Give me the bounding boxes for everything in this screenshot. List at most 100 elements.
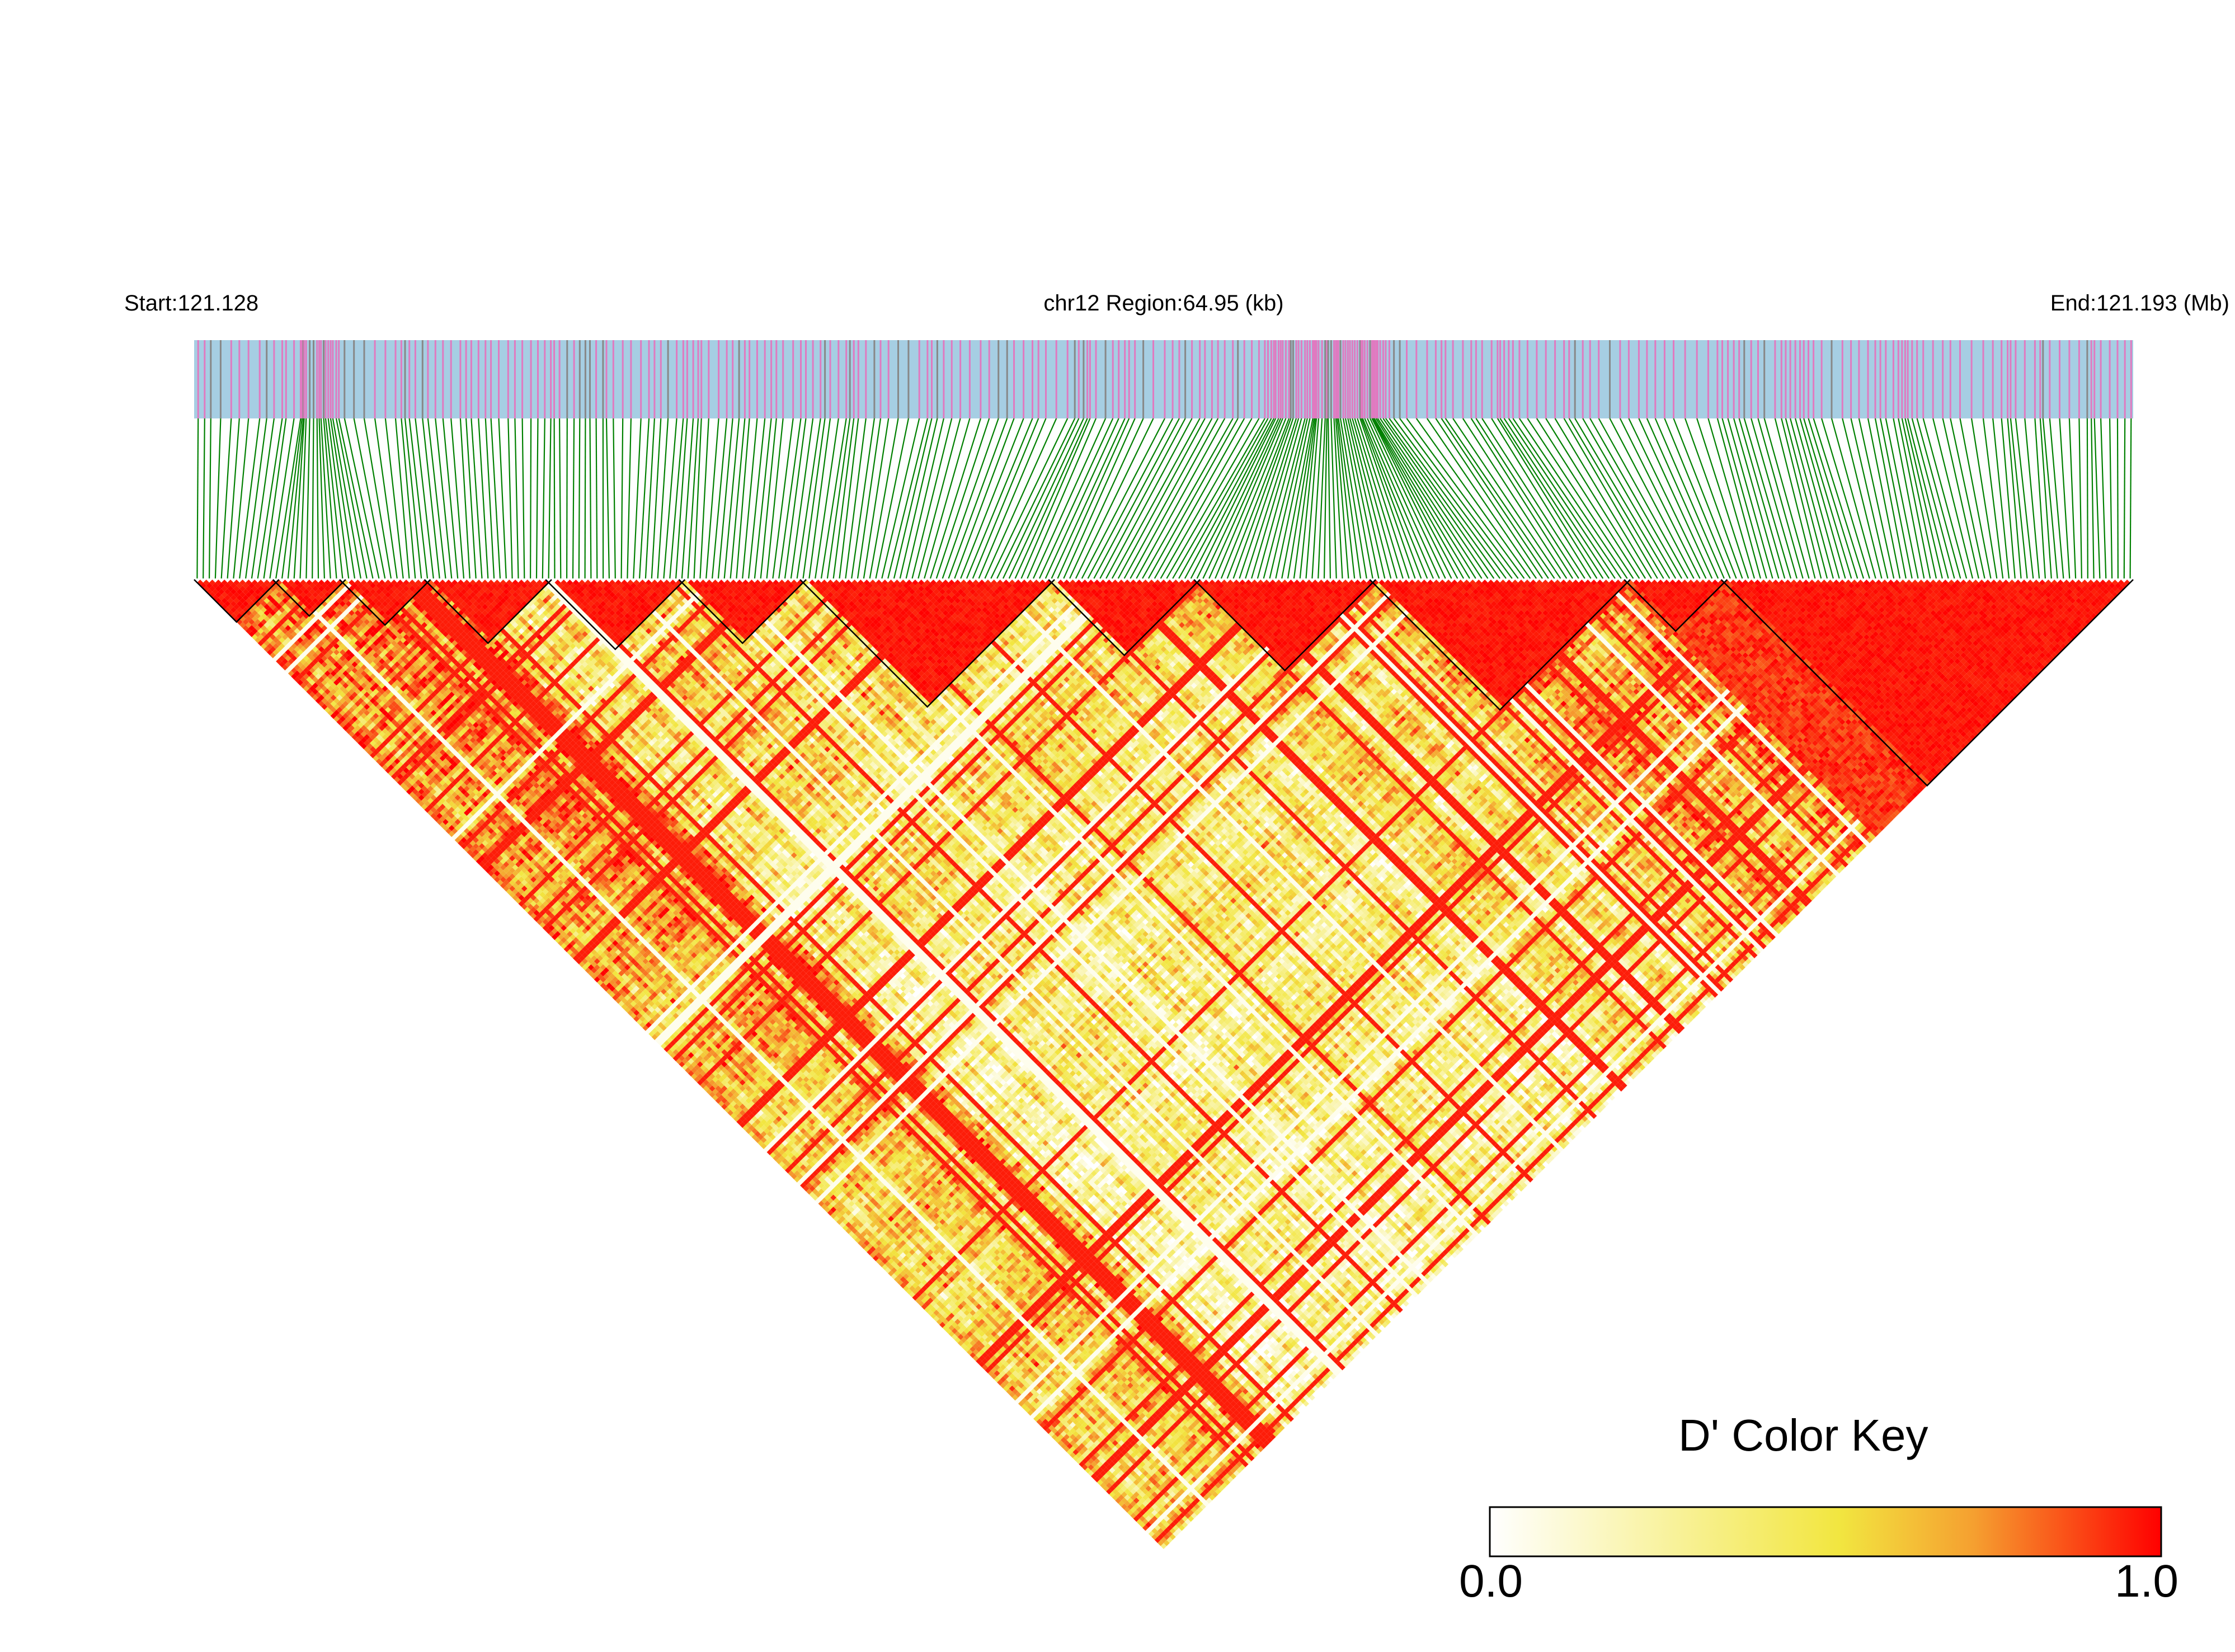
snp-position-tick xyxy=(853,340,855,418)
snp-connector-line xyxy=(590,418,591,578)
snp-position-tick xyxy=(959,340,961,418)
snp-position-tick xyxy=(1273,340,1275,418)
snp-position-tick xyxy=(1067,340,1069,418)
snp-position-tick xyxy=(530,340,532,418)
snp-position-tick xyxy=(1347,340,1349,418)
snp-position-tick xyxy=(1716,340,1718,418)
snp-position-tick xyxy=(309,340,310,418)
snp-position-tick xyxy=(1345,340,1347,418)
snp-position-tick xyxy=(1589,340,1591,418)
snp-position-tick xyxy=(293,340,295,418)
snp-connector-line xyxy=(466,418,476,578)
snp-position-tick xyxy=(553,340,555,418)
snp-position-tick xyxy=(259,340,261,418)
snp-position-tick xyxy=(606,340,608,418)
snp-position-tick xyxy=(1922,340,1924,418)
snp-position-tick xyxy=(1389,340,1390,418)
snp-position-tick xyxy=(1142,340,1144,418)
snp-connector-line xyxy=(319,418,324,578)
snp-connector-line xyxy=(1723,418,1767,578)
snp-connector-line xyxy=(1950,418,1984,578)
snp-position-tick xyxy=(630,340,632,418)
snp-position-tick xyxy=(1751,340,1752,418)
snp-connector-line xyxy=(1583,418,1676,578)
snp-position-tick xyxy=(210,340,211,418)
snp-position-tick xyxy=(1191,340,1193,418)
snp-position-tick xyxy=(442,340,444,418)
snp-position-tick xyxy=(1352,340,1353,418)
snp-position-tick xyxy=(1781,340,1782,418)
snp-position-tick xyxy=(1306,340,1308,418)
snp-position-tick xyxy=(353,340,355,418)
snp-position-tick xyxy=(1285,340,1287,418)
snp-position-tick xyxy=(273,340,275,418)
snp-connector-line xyxy=(1751,418,1797,578)
snp-position-tick xyxy=(1842,340,1843,418)
snp-connector-line xyxy=(639,418,649,578)
snp-position-tick xyxy=(2130,340,2132,418)
snp-position-tick xyxy=(2059,340,2060,418)
snp-position-tick xyxy=(1152,340,1154,418)
snp-connector-line xyxy=(724,418,739,578)
snp-position-tick xyxy=(1237,340,1239,418)
snp-position-tick xyxy=(1743,340,1745,418)
snp-position-tick xyxy=(1875,340,1876,418)
snp-position-tick xyxy=(1083,340,1084,418)
snp-position-tick xyxy=(435,340,436,418)
snp-position-tick xyxy=(1867,340,1869,418)
snp-position-tick xyxy=(744,340,746,418)
snp-position-tick xyxy=(1850,340,1852,418)
snp-position-tick xyxy=(640,340,642,418)
snp-position-tick xyxy=(931,340,933,418)
snp-position-tick xyxy=(1983,340,1984,418)
snp-position-tick xyxy=(1858,340,1860,418)
snp-connector-line xyxy=(2095,418,2100,578)
snp-position-tick xyxy=(313,340,314,418)
snp-position-tick xyxy=(1244,340,1245,418)
snp-position-tick xyxy=(1475,340,1477,418)
snp-position-tick xyxy=(507,340,509,418)
snp-position-tick xyxy=(858,340,859,418)
snp-position-tick xyxy=(1932,340,1934,418)
snp-position-tick xyxy=(364,340,365,418)
snp-connector-line xyxy=(264,418,286,578)
snp-connector-line xyxy=(543,418,545,578)
snp-position-tick xyxy=(2086,340,2088,418)
snp-position-tick xyxy=(1893,340,1894,418)
snp-connector-line xyxy=(354,418,385,578)
snp-position-tick xyxy=(683,340,684,418)
snp-position-tick xyxy=(1298,340,1300,418)
snp-position-tick xyxy=(1078,340,1080,418)
snp-position-tick xyxy=(1426,340,1428,418)
snp-position-tick xyxy=(1318,340,1319,418)
snp-connector-line xyxy=(1337,418,1354,578)
snp-position-tick xyxy=(622,340,624,418)
snp-position-tick xyxy=(395,340,397,418)
snp-connector-line xyxy=(1215,418,1283,578)
snp-position-tick xyxy=(1911,340,1913,418)
snp-position-tick xyxy=(1512,340,1514,418)
snp-position-tick xyxy=(514,340,516,418)
snp-position-tick xyxy=(1441,340,1442,418)
snp-position-tick xyxy=(2001,340,2002,418)
snp-connector-line xyxy=(554,418,555,578)
snp-position-tick xyxy=(1304,340,1306,418)
snp-position-tick xyxy=(1992,340,1994,418)
snp-position-tick xyxy=(266,340,267,418)
snp-position-tick xyxy=(238,340,240,418)
snp-position-tick xyxy=(1275,340,1277,418)
snp-position-tick xyxy=(1444,340,1446,418)
snp-position-tick xyxy=(997,340,999,418)
snp-position-tick xyxy=(1942,340,1944,418)
snp-position-tick xyxy=(1296,340,1297,418)
snp-position-tick xyxy=(281,340,283,418)
snp-position-tick xyxy=(384,340,386,418)
snp-position-tick xyxy=(676,340,677,418)
snp-connector-line xyxy=(967,418,1033,578)
snp-connector-line xyxy=(1739,418,1785,578)
snp-position-tick xyxy=(490,340,492,418)
snp-position-tick xyxy=(1112,340,1114,418)
snp-position-tick xyxy=(1795,340,1796,418)
snp-position-tick xyxy=(1399,340,1401,418)
snp-position-tick xyxy=(1224,340,1226,418)
